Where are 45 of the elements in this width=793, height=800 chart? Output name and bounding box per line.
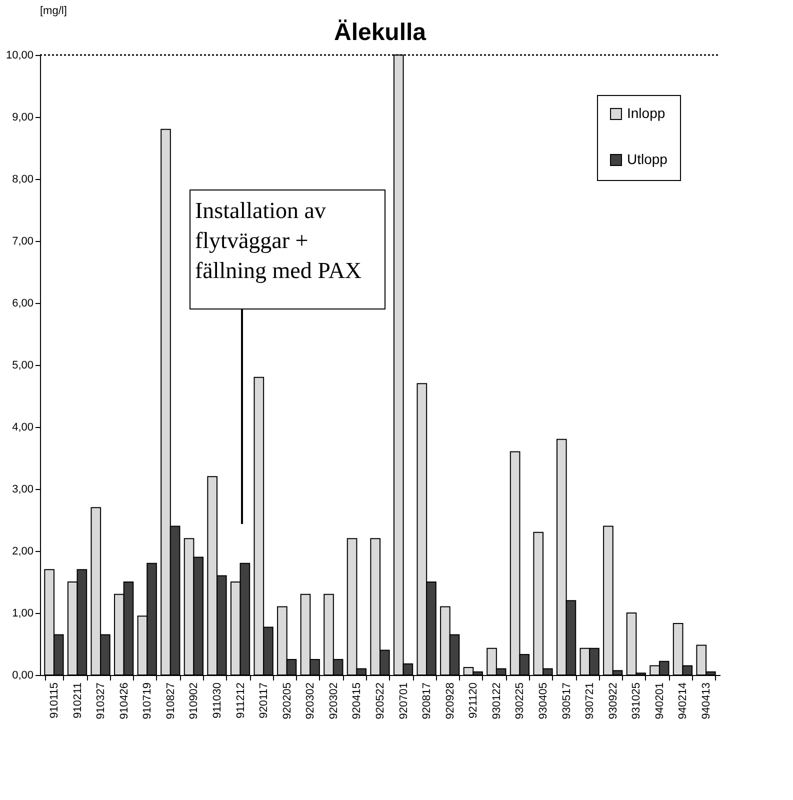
x-tick-label: 910719 — [142, 682, 154, 720]
chart-title: Älekulla — [334, 19, 427, 46]
y-tick-label: 1,00 — [12, 608, 34, 620]
x-tick-label: 930405 — [538, 682, 550, 720]
x-tick-label: 910115 — [48, 682, 60, 718]
x-tick-label: 930225 — [514, 682, 526, 720]
x-tick-label: 911212 — [234, 682, 247, 718]
x-tick-label: 930922 — [607, 682, 620, 720]
x-tick-label: 920205 — [281, 682, 294, 720]
legend-label: Utlopp — [627, 151, 668, 167]
x-tick-label: 920415 — [351, 682, 364, 720]
y-tick-label: 7,00 — [12, 236, 34, 248]
y-tick-label: 9,00 — [12, 112, 34, 124]
y-tick-label: 6,00 — [12, 298, 34, 310]
x-tick-label: 910902 — [188, 682, 200, 720]
legend-label: Inlopp — [627, 105, 666, 121]
x-tick-label: 910211 — [72, 682, 84, 718]
x-tick-label: 930517 — [560, 682, 573, 720]
x-tick-label: 940214 — [677, 682, 690, 720]
x-tick-label: 940413 — [700, 682, 713, 720]
x-tick-label: 940201 — [654, 682, 666, 720]
x-tick-label: 921120 — [468, 682, 480, 718]
y-axis-title: [mg/l] — [40, 5, 67, 17]
y-tick-label: 5,00 — [12, 360, 34, 372]
x-tick-label: 931025 — [630, 682, 643, 720]
annotation: Installation av flytväggar + fällning med PAX — [195, 198, 362, 283]
x-tick-label: 920928 — [444, 682, 456, 720]
y-tick-label: 2,00 — [12, 546, 34, 558]
y-tick-label: 3,00 — [12, 484, 34, 496]
y-tick-label: 10,00 — [6, 50, 34, 62]
x-tick-label: 911030 — [211, 682, 224, 718]
x-tick-label: 920701 — [398, 682, 410, 720]
x-tick-label: 920817 — [421, 682, 434, 720]
x-tick-label: 930721 — [584, 682, 596, 720]
x-tick-label: 920522 — [374, 682, 386, 720]
y-tick-label: 4,00 — [12, 422, 34, 434]
x-tick-label: 920302 — [304, 682, 317, 720]
x-tick-label: 910827 — [164, 682, 177, 720]
x-tick-label: 910426 — [118, 682, 130, 720]
x-tick-label: 920117 — [258, 682, 270, 718]
y-tick-label: 0,00 — [12, 670, 34, 682]
x-tick-label: 930122 — [490, 682, 503, 720]
x-tick-label: 920302 — [328, 682, 340, 720]
y-tick-label: 8,00 — [12, 174, 34, 186]
x-tick-label: 910327 — [95, 682, 108, 720]
